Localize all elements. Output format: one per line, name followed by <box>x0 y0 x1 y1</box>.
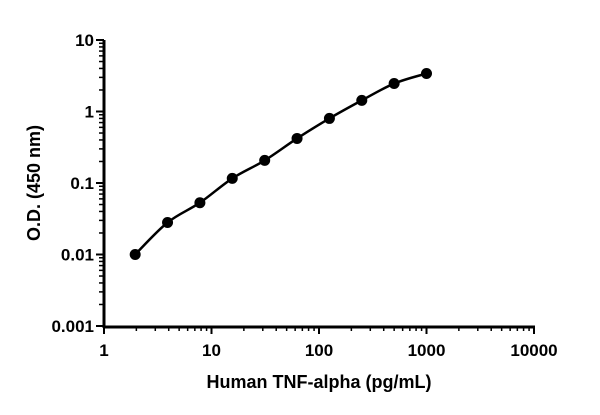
x-tick-label: 1000 <box>408 341 446 360</box>
data-point-marker <box>194 197 206 209</box>
data-point-marker <box>226 172 238 184</box>
x-tick-label: 10 <box>202 341 221 360</box>
data-point-marker <box>259 154 271 166</box>
data-point-marker <box>129 249 141 260</box>
fit-curve <box>134 72 427 256</box>
y-tick-label: 0.1 <box>70 174 94 193</box>
y-tick-label: 10 <box>75 31 94 50</box>
data-point-marker <box>356 94 368 106</box>
data-point-marker <box>291 132 303 144</box>
data-point-marker <box>162 217 174 229</box>
x-tick-label: 10000 <box>510 341 557 360</box>
y-tick-label: 0.01 <box>61 246 94 265</box>
x-axis-title: Human TNF-alpha (pg/mL) <box>207 372 432 392</box>
fit-curve-path <box>134 72 427 256</box>
data-point-marker <box>323 112 335 124</box>
data-point-marker <box>388 78 400 90</box>
data-point-marker <box>421 67 432 79</box>
data-points <box>129 67 432 260</box>
y-axis-title: O.D. (450 nm) <box>24 125 44 241</box>
y-tick-label: 1 <box>85 103 94 122</box>
x-tick-label: 100 <box>305 341 333 360</box>
axes: 1 10 100 1000 10000 0.001 0.01 0.1 1 10 <box>51 31 557 360</box>
x-tick-label: 1 <box>99 341 108 360</box>
y-tick-label: 0.001 <box>51 317 94 336</box>
